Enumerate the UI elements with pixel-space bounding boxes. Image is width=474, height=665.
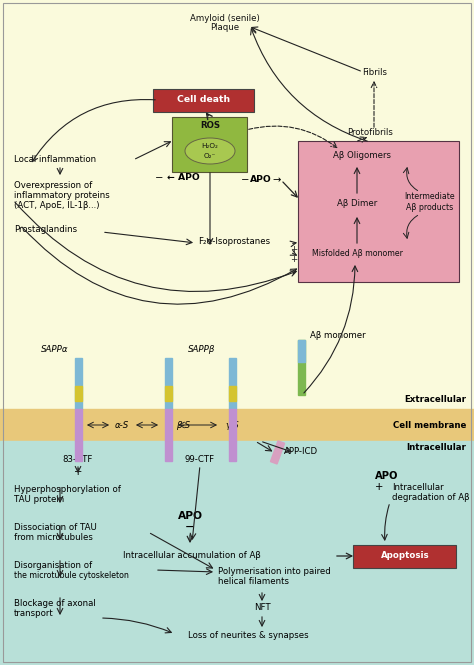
- Text: helical filaments: helical filaments: [218, 577, 289, 587]
- FancyBboxPatch shape: [299, 140, 459, 281]
- Text: Local inflammation: Local inflammation: [14, 156, 96, 164]
- Bar: [75, 358, 82, 409]
- Text: Cell membrane: Cell membrane: [392, 420, 466, 430]
- Text: 99-CTF: 99-CTF: [185, 456, 215, 464]
- Text: Intracellular: Intracellular: [392, 483, 444, 491]
- Text: −: −: [155, 173, 163, 183]
- Text: APO: APO: [375, 471, 399, 481]
- Text: SAPPβ: SAPPβ: [188, 346, 216, 354]
- Text: β-S: β-S: [176, 420, 190, 430]
- Bar: [75, 409, 82, 441]
- Text: Plaque: Plaque: [210, 23, 239, 32]
- FancyBboxPatch shape: [354, 545, 456, 567]
- Text: +: +: [375, 482, 383, 492]
- Bar: [75, 441, 82, 461]
- Text: Dissociation of TAU: Dissociation of TAU: [14, 523, 97, 533]
- Bar: [229, 441, 236, 461]
- Text: H₂O₂: H₂O₂: [201, 143, 219, 149]
- Text: Protofibrils: Protofibrils: [347, 128, 393, 137]
- Text: degradation of Aβ: degradation of Aβ: [392, 493, 470, 501]
- Text: from microtubules: from microtubules: [14, 533, 93, 543]
- Text: Hyperphosphorylation of: Hyperphosphorylation of: [14, 485, 121, 495]
- Text: SAPPα: SAPPα: [41, 346, 69, 354]
- Text: Overexpression of: Overexpression of: [14, 182, 92, 190]
- Text: α-S: α-S: [115, 420, 129, 430]
- Bar: [298, 340, 305, 362]
- Text: TAU protein: TAU protein: [14, 495, 64, 505]
- Text: Blockage of axonal: Blockage of axonal: [14, 598, 96, 608]
- FancyBboxPatch shape: [173, 116, 247, 172]
- Text: +: +: [290, 245, 297, 254]
- Bar: [165, 386, 172, 401]
- Text: 83-CTF: 83-CTF: [63, 456, 93, 464]
- Text: Extracellular: Extracellular: [404, 396, 466, 404]
- Bar: [0, 441, 474, 665]
- Text: transport: transport: [14, 608, 54, 618]
- Text: ROS: ROS: [200, 122, 220, 130]
- FancyBboxPatch shape: [154, 88, 255, 112]
- Text: F₂α-Isoprostanes: F₂α-Isoprostanes: [198, 237, 270, 247]
- Text: inflammatory proteins: inflammatory proteins: [14, 192, 110, 201]
- Text: Fibrils: Fibrils: [363, 68, 388, 77]
- Text: +: +: [74, 467, 82, 477]
- Bar: [75, 386, 82, 401]
- Bar: [229, 409, 236, 441]
- Text: ← APO: ← APO: [167, 174, 200, 182]
- Text: −: −: [241, 175, 249, 185]
- Text: +: +: [290, 255, 297, 264]
- Text: the microtubule cytoskeleton: the microtubule cytoskeleton: [14, 571, 129, 579]
- Bar: [229, 386, 236, 401]
- Bar: [165, 409, 172, 441]
- Text: Intracellular: Intracellular: [406, 444, 466, 452]
- Ellipse shape: [185, 138, 235, 164]
- Text: APP-ICD: APP-ICD: [284, 448, 318, 456]
- Text: Intracellular accumulation of Aβ: Intracellular accumulation of Aβ: [123, 551, 261, 561]
- Text: Aβ monomer: Aβ monomer: [310, 331, 365, 340]
- Bar: [271, 441, 284, 464]
- Text: Aβ Oligomers: Aβ Oligomers: [333, 152, 391, 160]
- Text: γ-S: γ-S: [225, 420, 239, 430]
- Text: O₂⁻: O₂⁻: [204, 153, 216, 159]
- Text: →: →: [272, 175, 281, 185]
- Text: (ACT, ApoE, IL-1β...): (ACT, ApoE, IL-1β...): [14, 201, 100, 211]
- Bar: [0, 0, 474, 409]
- Text: Prostaglandins: Prostaglandins: [14, 225, 77, 235]
- Text: Amyloid (senile): Amyloid (senile): [190, 14, 260, 23]
- Text: NFT: NFT: [254, 604, 270, 612]
- Text: Cell death: Cell death: [177, 96, 230, 104]
- Text: Intermediate
Aβ products: Intermediate Aβ products: [405, 192, 456, 212]
- Text: Loss of neurites & synapses: Loss of neurites & synapses: [188, 630, 308, 640]
- Text: Misfolded Aβ monomer: Misfolded Aβ monomer: [311, 249, 402, 259]
- Text: Disorganisation of: Disorganisation of: [14, 561, 92, 569]
- Bar: [229, 358, 236, 409]
- Text: APO: APO: [250, 176, 272, 184]
- Bar: [0, 409, 474, 441]
- Text: Apoptosis: Apoptosis: [381, 551, 429, 561]
- Bar: [165, 441, 172, 461]
- Text: Aβ Dimer: Aβ Dimer: [337, 200, 377, 209]
- Text: −: −: [185, 522, 195, 532]
- Text: Polymerisation into paired: Polymerisation into paired: [218, 567, 331, 577]
- Text: APO: APO: [177, 511, 202, 521]
- Bar: [165, 358, 172, 409]
- Bar: [298, 340, 305, 395]
